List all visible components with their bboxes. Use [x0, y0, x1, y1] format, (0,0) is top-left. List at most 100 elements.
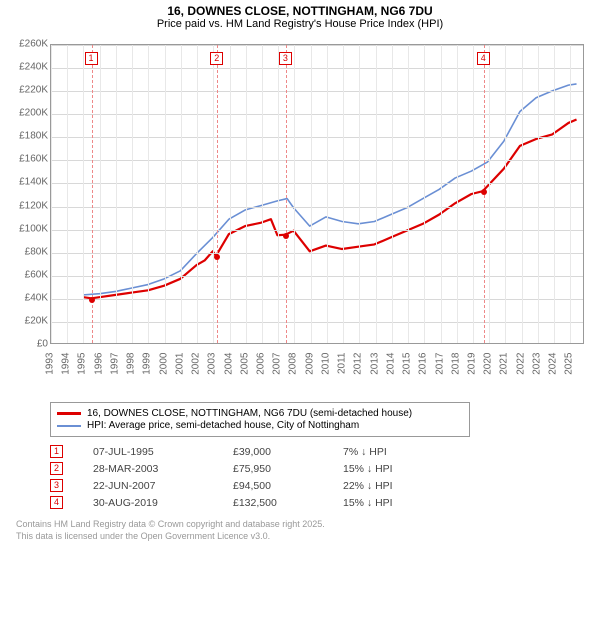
- x-axis-label: 2024: [548, 353, 559, 393]
- gridline-v: [424, 45, 425, 343]
- transaction-date: 28-MAR-2003: [93, 463, 233, 475]
- gridline-v: [294, 45, 295, 343]
- x-axis-label: 2000: [158, 353, 169, 393]
- gridline-h: [51, 276, 583, 277]
- transaction-marker: 4: [50, 496, 63, 509]
- gridline-h: [51, 91, 583, 92]
- x-axis-label: 1993: [45, 353, 56, 393]
- footer-line1: Contains HM Land Registry data © Crown c…: [16, 519, 592, 531]
- gridline-v: [246, 45, 247, 343]
- transaction-row: 107-JUL-1995£39,0007% ↓ HPI: [50, 445, 592, 458]
- x-axis-label: 2016: [418, 353, 429, 393]
- transaction-price: £75,950: [233, 463, 343, 475]
- y-axis-label: £0: [8, 339, 48, 350]
- gridline-v: [213, 45, 214, 343]
- gridline-v: [230, 45, 231, 343]
- gridline-v: [408, 45, 409, 343]
- x-axis-label: 2021: [499, 353, 510, 393]
- x-axis-label: 2009: [304, 353, 315, 393]
- gridline-v: [554, 45, 555, 343]
- x-axis-label: 2013: [369, 353, 380, 393]
- gridline-v: [165, 45, 166, 343]
- x-axis-label: 2011: [337, 353, 348, 393]
- y-axis-label: £100K: [8, 223, 48, 234]
- transaction-row: 430-AUG-2019£132,50015% ↓ HPI: [50, 496, 592, 509]
- x-axis-label: 2018: [450, 353, 461, 393]
- gridline-v: [538, 45, 539, 343]
- y-axis-label: £40K: [8, 292, 48, 303]
- transaction-date: 22-JUN-2007: [93, 480, 233, 492]
- gridline-h: [51, 183, 583, 184]
- x-axis-label: 2022: [515, 353, 526, 393]
- x-axis-label: 2002: [191, 353, 202, 393]
- transaction-marker: 2: [50, 462, 63, 475]
- marker-dot: [214, 254, 220, 260]
- y-axis-label: £260K: [8, 39, 48, 50]
- gridline-h: [51, 299, 583, 300]
- gridline-h: [51, 114, 583, 115]
- y-axis-label: £200K: [8, 108, 48, 119]
- footer: Contains HM Land Registry data © Crown c…: [16, 519, 592, 542]
- gridline-v: [83, 45, 84, 343]
- x-axis-label: 1996: [93, 353, 104, 393]
- x-axis-label: 1995: [77, 353, 88, 393]
- legend-row: HPI: Average price, semi-detached house,…: [57, 420, 463, 431]
- x-axis-label: 2005: [239, 353, 250, 393]
- gridline-v: [181, 45, 182, 343]
- gridline-v: [148, 45, 149, 343]
- marker-box: 4: [477, 52, 490, 65]
- gridline-v: [132, 45, 133, 343]
- x-axis-label: 2007: [272, 353, 283, 393]
- y-axis-label: £220K: [8, 85, 48, 96]
- y-axis-label: £60K: [8, 269, 48, 280]
- gridline-v: [376, 45, 377, 343]
- gridline-v: [51, 45, 52, 343]
- transaction-price: £132,500: [233, 497, 343, 509]
- gridline-v: [311, 45, 312, 343]
- transaction-diff: 15% ↓ HPI: [343, 497, 443, 509]
- gridline-h: [51, 137, 583, 138]
- marker-dot: [89, 297, 95, 303]
- transaction-diff: 7% ↓ HPI: [343, 446, 443, 458]
- gridline-v: [197, 45, 198, 343]
- transaction-marker: 3: [50, 479, 63, 492]
- transaction-date: 07-JUL-1995: [93, 446, 233, 458]
- x-axis-label: 2017: [434, 353, 445, 393]
- gridline-v: [392, 45, 393, 343]
- marker-dot: [481, 189, 487, 195]
- x-axis-label: 2019: [467, 353, 478, 393]
- legend-label: 16, DOWNES CLOSE, NOTTINGHAM, NG6 7DU (s…: [87, 408, 412, 419]
- gridline-v: [441, 45, 442, 343]
- gridline-h: [51, 68, 583, 69]
- y-axis-label: £120K: [8, 200, 48, 211]
- gridline-v: [522, 45, 523, 343]
- gridline-v: [343, 45, 344, 343]
- legend-swatch: [57, 425, 81, 427]
- gridline-v: [327, 45, 328, 343]
- chart-area: £0£20K£40K£60K£80K£100K£120K£140K£160K£1…: [8, 36, 592, 396]
- x-axis-label: 2023: [531, 353, 542, 393]
- plot: [50, 44, 584, 344]
- footer-line2: This data is licensed under the Open Gov…: [16, 531, 592, 543]
- series-line-price_paid: [83, 120, 576, 299]
- transaction-row: 322-JUN-2007£94,50022% ↓ HPI: [50, 479, 592, 492]
- series-line-hpi: [83, 84, 576, 295]
- x-axis-label: 1994: [61, 353, 72, 393]
- transaction-row: 228-MAR-2003£75,95015% ↓ HPI: [50, 462, 592, 475]
- y-axis-label: £160K: [8, 154, 48, 165]
- gridline-h: [51, 45, 583, 46]
- legend-row: 16, DOWNES CLOSE, NOTTINGHAM, NG6 7DU (s…: [57, 408, 463, 419]
- y-axis-label: £20K: [8, 315, 48, 326]
- legend-swatch: [57, 412, 81, 415]
- x-axis-label: 2012: [353, 353, 364, 393]
- transaction-marker: 1: [50, 445, 63, 458]
- gridline-v: [473, 45, 474, 343]
- gridline-v: [570, 45, 571, 343]
- legend-label: HPI: Average price, semi-detached house,…: [87, 420, 359, 431]
- y-axis-label: £240K: [8, 62, 48, 73]
- gridline-v: [100, 45, 101, 343]
- y-axis-label: £140K: [8, 177, 48, 188]
- x-axis-label: 2008: [288, 353, 299, 393]
- gridline-v: [489, 45, 490, 343]
- gridline-h: [51, 160, 583, 161]
